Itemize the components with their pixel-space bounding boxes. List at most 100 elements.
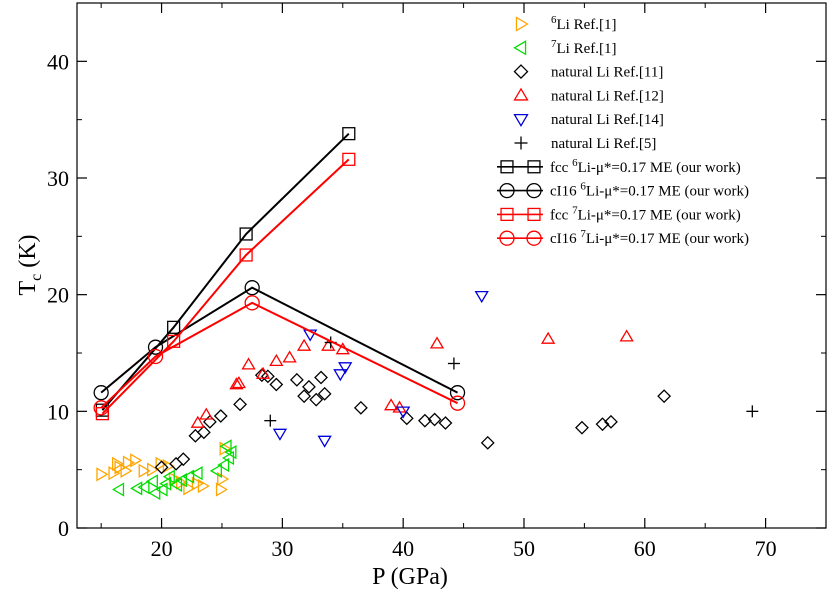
legend-marker [500, 160, 514, 174]
data-point [183, 481, 196, 496]
y-tick-label: 10 [47, 399, 69, 424]
data-point [474, 290, 489, 304]
data-point [147, 348, 164, 365]
legend-label: cI16 6Li-μ*=0.17 ME (our work) [550, 181, 749, 200]
data-point [199, 407, 214, 420]
legend-entry: fcc 7Li-μ*=0.17 ME (our work) [497, 204, 741, 223]
x-tick-label: 70 [755, 536, 777, 561]
legend-label: fcc 7Li-μ*=0.17 ME (our work) [550, 204, 741, 223]
series-8 [95, 152, 356, 421]
axis-ticks: 20 30 40 50 60 70 0 10 20 30 40 [47, 2, 827, 561]
data-point [297, 389, 312, 404]
data-point [148, 485, 161, 501]
data-point [429, 336, 445, 349]
series-7 [93, 280, 466, 401]
y-axis-label-sub: c [28, 274, 45, 281]
data-point [338, 362, 353, 375]
data-point [190, 466, 203, 481]
data-point [333, 369, 348, 382]
data-point [215, 482, 229, 497]
data-point [342, 127, 356, 141]
legend-entry: cI16 7Li-μ*=0.17 ME (our work) [497, 228, 749, 247]
data-point [154, 460, 169, 475]
legend-marker [513, 87, 529, 101]
data-point [260, 369, 275, 384]
data-point [202, 414, 217, 429]
series-1 [112, 439, 237, 501]
data-point [213, 409, 228, 423]
data-point [604, 414, 618, 429]
data-point [229, 377, 244, 390]
data-point [138, 463, 151, 478]
data-point [302, 379, 316, 394]
legend-entry: 7Li Ref.[1] [513, 38, 616, 57]
data-point [231, 376, 247, 389]
series-line [100, 301, 458, 409]
data-point [145, 474, 158, 489]
data-point [169, 477, 183, 492]
y-axis-label: Tc (K) [15, 234, 45, 295]
data-point [191, 476, 204, 491]
data-point [162, 469, 175, 484]
data-point [147, 462, 160, 477]
data-point [746, 405, 759, 418]
data-point [314, 370, 328, 385]
x-axis-label: P (GPa) [372, 564, 448, 590]
legend-marker [526, 182, 542, 199]
y-axis-label-main: T [15, 281, 41, 296]
data-point [162, 459, 175, 474]
y-tick-label: 0 [58, 516, 69, 541]
legend-marker [527, 160, 541, 174]
data-point [155, 482, 168, 497]
y-tick-label: 40 [47, 49, 69, 74]
legend-entry: natural Li Ref.[5] [514, 136, 656, 152]
data-point [130, 453, 143, 468]
data-point [239, 248, 253, 262]
legend-marker [513, 64, 529, 80]
y-tick-label: 20 [47, 283, 69, 308]
legend-marker [526, 230, 542, 246]
data-point [197, 478, 210, 494]
plot-frame [76, 2, 827, 529]
series-2 [154, 368, 672, 475]
data-point [190, 415, 205, 428]
legend-entry: 6Li Ref.[1] [515, 14, 616, 33]
legend-entry: natural Li Ref.[12] [513, 87, 664, 104]
legend-marker [513, 114, 529, 127]
data-point [272, 428, 288, 441]
x-tick-label: 30 [271, 536, 293, 561]
data-point [619, 329, 634, 342]
data-point [269, 377, 284, 392]
data-point [188, 428, 203, 443]
legend-marker [513, 40, 527, 56]
data-point [264, 414, 277, 427]
data-point [96, 467, 109, 482]
data-point [255, 366, 271, 379]
data-point [289, 372, 304, 387]
data-point [244, 280, 260, 296]
x-tick-label: 40 [392, 536, 414, 561]
data-point [112, 482, 125, 497]
data-point [269, 353, 284, 367]
data-point [217, 471, 230, 487]
legend-label: natural Li Ref.[5] [551, 136, 656, 152]
data-point [120, 463, 133, 478]
data-point [296, 338, 312, 351]
data-point [342, 152, 356, 166]
data-point [595, 417, 610, 432]
data-point [137, 480, 150, 495]
data-point [241, 357, 256, 370]
data-point [239, 227, 253, 241]
data-point [317, 386, 332, 401]
series-6 [95, 127, 356, 417]
legend-label: cI16 7Li-μ*=0.17 ME (our work) [550, 228, 749, 247]
data-point [159, 476, 172, 491]
data-point [449, 395, 466, 411]
data-series [93, 127, 759, 501]
legend-label: natural Li Ref.[12] [551, 88, 664, 104]
data-point [541, 331, 556, 344]
data-point [147, 339, 164, 355]
data-point [244, 295, 260, 311]
x-tick-label: 60 [634, 536, 656, 561]
